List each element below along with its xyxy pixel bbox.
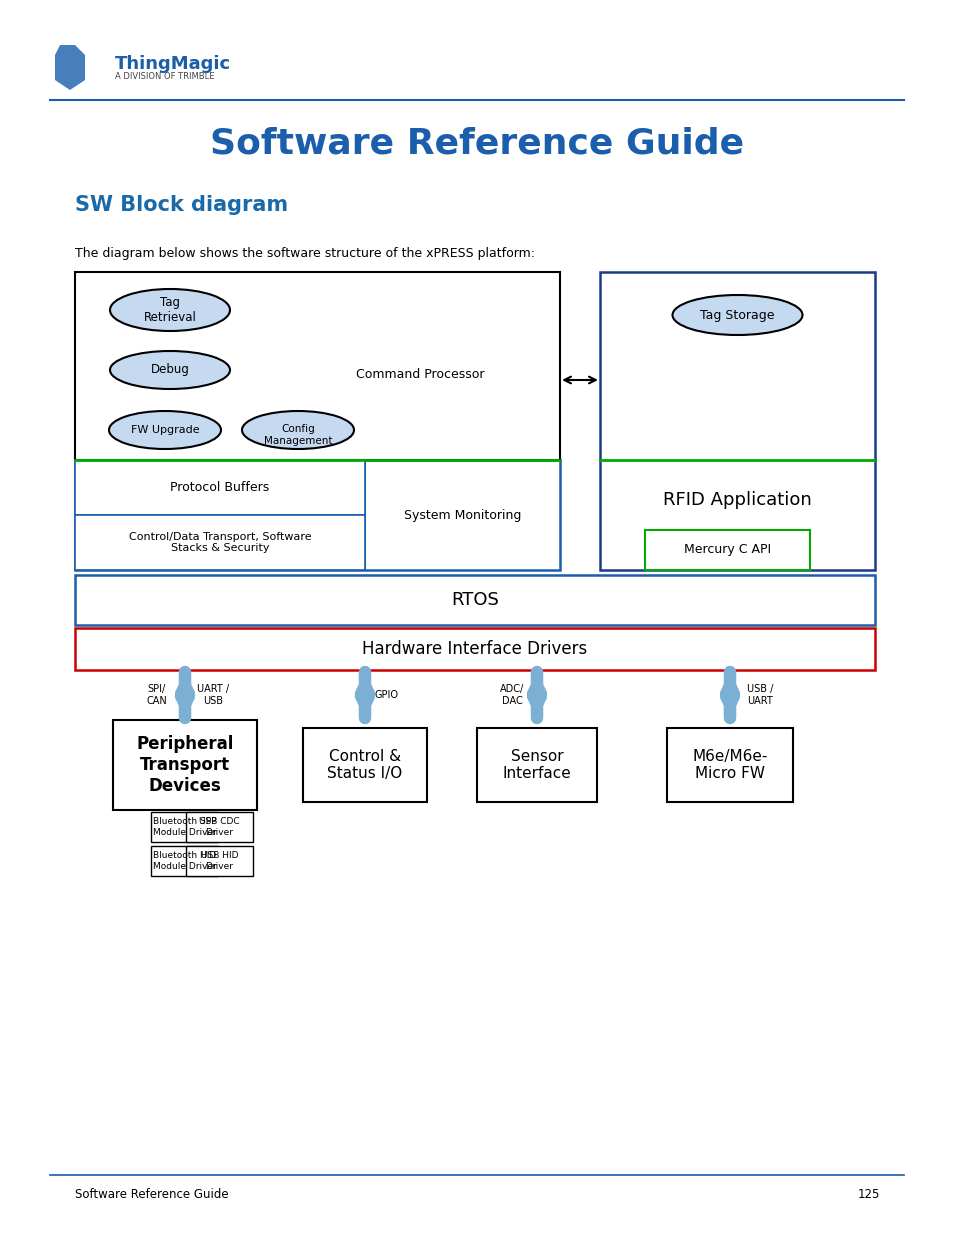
- Text: Protocol Buffers: Protocol Buffers: [171, 480, 270, 494]
- Bar: [666, 727, 792, 802]
- Text: Tag Storage: Tag Storage: [700, 309, 774, 321]
- Text: A DIVISION OF TRIMBLE: A DIVISION OF TRIMBLE: [115, 72, 214, 82]
- Text: Peripheral
Transport
Devices: Peripheral Transport Devices: [136, 735, 233, 795]
- Ellipse shape: [110, 351, 230, 389]
- Text: USB CDC
Driver: USB CDC Driver: [199, 818, 239, 836]
- Polygon shape: [55, 44, 85, 90]
- Text: GPIO: GPIO: [375, 690, 398, 700]
- Text: ADC/
DAC: ADC/ DAC: [499, 684, 523, 705]
- Bar: [75, 459, 559, 571]
- Text: USB HID
Driver: USB HID Driver: [200, 851, 238, 871]
- Text: SW Block diagram: SW Block diagram: [75, 195, 288, 215]
- Text: Bluetooth SPP
Module Driver: Bluetooth SPP Module Driver: [152, 818, 216, 836]
- Bar: [186, 846, 253, 876]
- Text: Bluetooth HID
Module Driver: Bluetooth HID Module Driver: [152, 851, 216, 871]
- Bar: [112, 720, 256, 810]
- Text: Sensor
Interface: Sensor Interface: [502, 748, 571, 782]
- Text: Mercury C API: Mercury C API: [683, 543, 770, 557]
- Text: USB /
UART: USB / UART: [746, 684, 772, 705]
- Bar: [599, 272, 874, 571]
- Bar: [75, 629, 874, 671]
- Text: M6e/M6e-
Micro FW: M6e/M6e- Micro FW: [692, 748, 767, 782]
- Bar: [75, 459, 365, 515]
- Bar: [75, 576, 874, 625]
- Bar: [644, 530, 809, 571]
- Text: Control &
Status I/O: Control & Status I/O: [327, 748, 402, 782]
- Bar: [151, 846, 218, 876]
- Text: FW Upgrade: FW Upgrade: [131, 425, 199, 435]
- Ellipse shape: [109, 411, 221, 450]
- Text: 125: 125: [857, 1188, 879, 1202]
- Text: Software Reference Guide: Software Reference Guide: [75, 1188, 229, 1202]
- Text: The diagram below shows the software structure of the xPRESS platform:: The diagram below shows the software str…: [75, 247, 535, 259]
- Text: ThingMagic: ThingMagic: [115, 56, 231, 73]
- Bar: [75, 515, 365, 571]
- Bar: [151, 811, 218, 842]
- Bar: [303, 727, 427, 802]
- Text: Config
Management: Config Management: [263, 424, 332, 446]
- Text: SPI/
CAN: SPI/ CAN: [147, 684, 167, 705]
- Ellipse shape: [672, 295, 801, 335]
- Text: Debug: Debug: [151, 363, 190, 377]
- Text: RFID Application: RFID Application: [662, 492, 811, 509]
- Ellipse shape: [110, 289, 230, 331]
- Text: System Monitoring: System Monitoring: [403, 509, 520, 521]
- Bar: [186, 811, 253, 842]
- Text: Software Reference Guide: Software Reference Guide: [210, 126, 743, 161]
- Ellipse shape: [242, 411, 354, 450]
- Text: Control/Data Transport, Software
Stacks & Security: Control/Data Transport, Software Stacks …: [129, 532, 311, 553]
- Text: Tag
Retrieval: Tag Retrieval: [143, 296, 196, 324]
- Text: RTOS: RTOS: [451, 592, 498, 609]
- Bar: [476, 727, 597, 802]
- Bar: [75, 272, 559, 459]
- Text: Command Processor: Command Processor: [355, 368, 484, 382]
- Text: UART /
USB: UART / USB: [196, 684, 229, 705]
- Text: Hardware Interface Drivers: Hardware Interface Drivers: [362, 640, 587, 658]
